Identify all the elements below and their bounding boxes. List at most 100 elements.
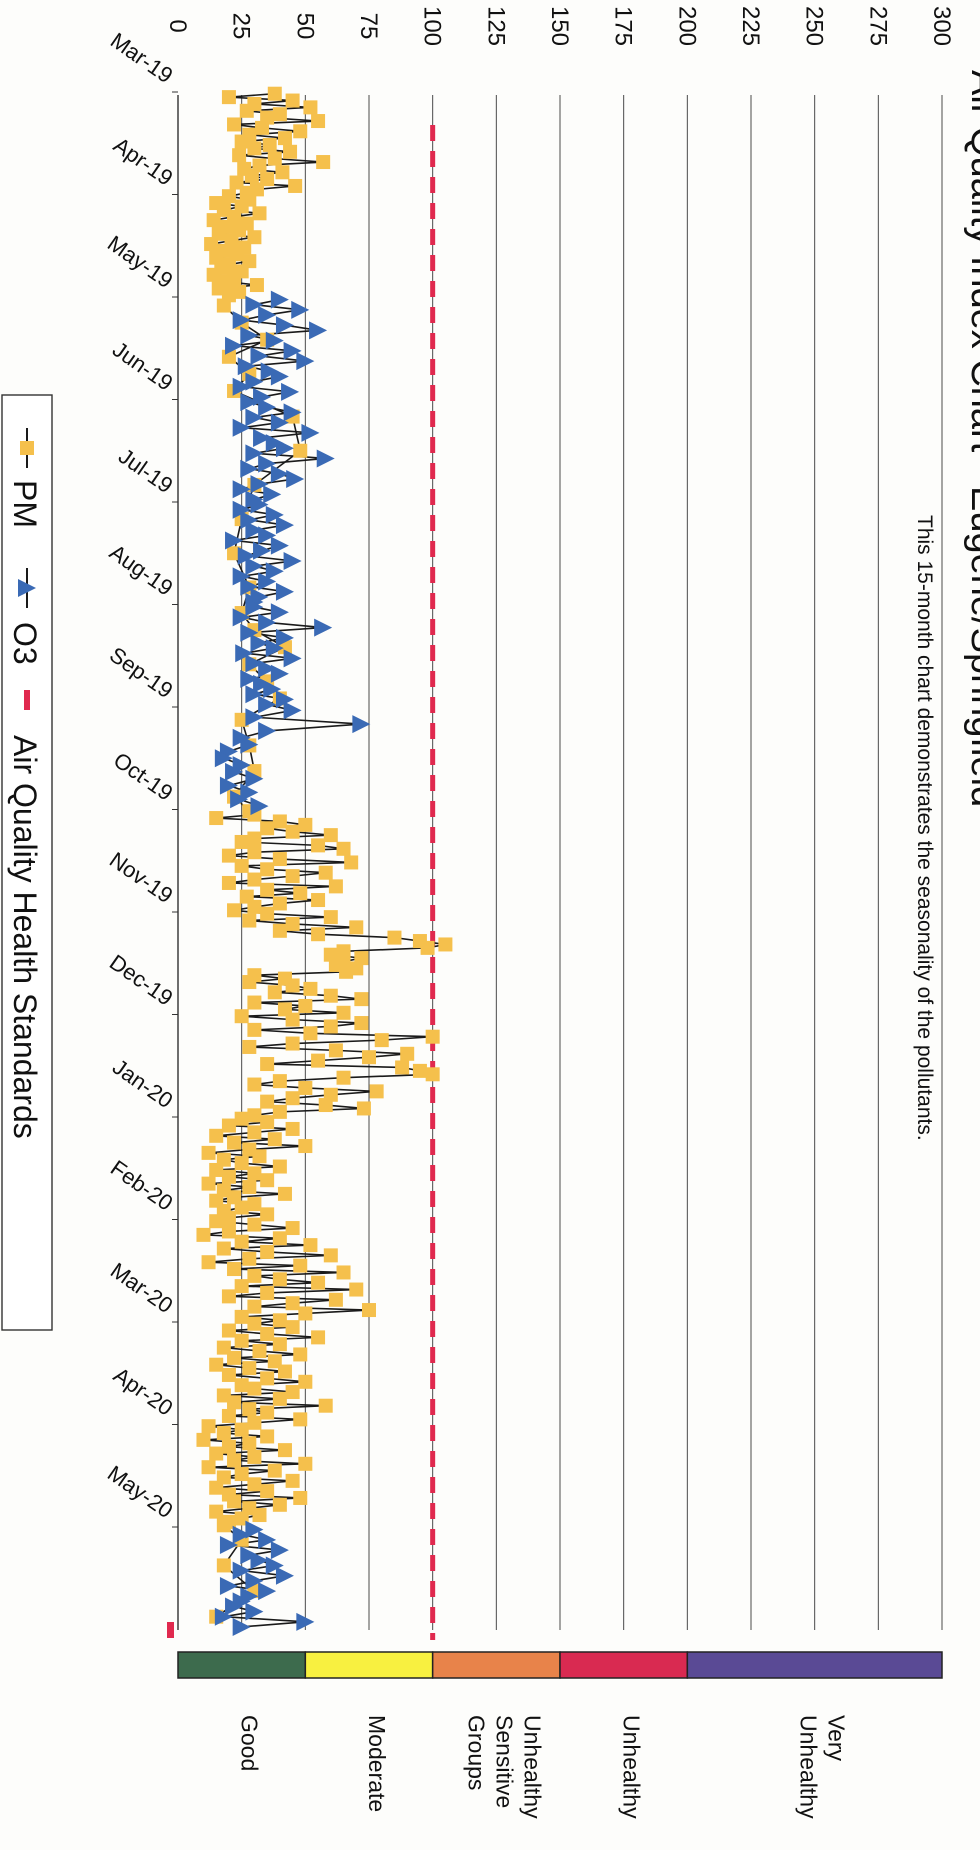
index-tick-label: 300 [928, 6, 955, 46]
o3-point [245, 521, 264, 540]
pm-point [298, 1139, 313, 1154]
pm-point [285, 1121, 300, 1136]
pm-point [425, 1067, 440, 1082]
pm-point [252, 206, 267, 221]
pm-point [247, 1108, 262, 1123]
o3-point [258, 398, 277, 417]
pm-segment [267, 1333, 319, 1339]
o3-point [219, 776, 238, 795]
o3-point [240, 393, 259, 412]
pm-point [221, 1408, 236, 1423]
aqi-band-label: Sensitive [491, 1715, 517, 1808]
aqi-band-label: Unhealthy [519, 1715, 545, 1819]
pm-segment [216, 1134, 275, 1141]
pm-point [285, 1091, 300, 1106]
o3-segment [249, 329, 319, 337]
pm-point [221, 90, 236, 105]
pm-point [227, 1262, 242, 1277]
pm-point [234, 1422, 249, 1437]
pm-point [216, 298, 231, 313]
pm-point [216, 1558, 231, 1573]
pm-point [260, 1173, 275, 1188]
o3-point [225, 762, 244, 781]
pm-segment [254, 103, 311, 109]
o3-point [232, 480, 251, 499]
pm-point [247, 1268, 262, 1283]
pm-point [247, 1166, 262, 1181]
pm-point [374, 1033, 389, 1048]
o3-point [275, 582, 294, 601]
pm-point [272, 1313, 287, 1328]
chart-subtitle: This 15-month chart demonstrates the sea… [913, 515, 936, 1141]
o3-point [283, 403, 302, 422]
pm-point [303, 981, 318, 996]
o3-point [296, 352, 315, 371]
pm-point [328, 1043, 343, 1058]
pm-point [234, 134, 249, 149]
pm-point [272, 923, 287, 938]
pm-point [260, 882, 275, 897]
pm-point [336, 1070, 351, 1085]
pm-point [227, 546, 242, 561]
o3-point [281, 382, 300, 401]
o3-point [283, 341, 302, 360]
o3-point [250, 1551, 269, 1570]
pm-point [234, 834, 249, 849]
pm-point [293, 443, 308, 458]
aqi-band-label-group: Good [237, 1715, 263, 1771]
pm-point [272, 1391, 287, 1406]
o3-point [275, 1566, 294, 1585]
pm-point [285, 824, 300, 839]
legend-pm-label: PM [7, 480, 43, 528]
pm-point [221, 1118, 236, 1133]
pm-point [298, 817, 313, 832]
aqi-band-good [177, 1651, 307, 1679]
pm-point [260, 862, 275, 877]
o3-point [270, 664, 289, 683]
o3-point [258, 659, 277, 678]
pm-point [339, 964, 354, 979]
pm-point [298, 1374, 313, 1389]
legend-standard-marker [24, 690, 30, 710]
pm-segment [254, 970, 347, 977]
index-tick-label: 225 [737, 6, 764, 46]
pm-point [285, 1385, 300, 1400]
pm-point [247, 1299, 262, 1314]
pm-point [234, 1378, 249, 1393]
chart-title: Air Quality Index Chart - Eugene/Springf… [963, 70, 980, 807]
pm-point [244, 168, 259, 183]
o3-point [245, 685, 264, 704]
pm-segment [228, 92, 275, 98]
pm-point [209, 1504, 224, 1519]
o3-point [245, 1520, 264, 1539]
o3-point [352, 715, 371, 734]
pm-point [234, 1009, 249, 1024]
pm-segment [267, 1288, 357, 1294]
pm-segment [233, 1264, 301, 1270]
o3-point [258, 695, 277, 714]
pm-point [272, 1104, 287, 1119]
o3-point [235, 644, 254, 663]
o3-point [270, 290, 289, 309]
pm-point [260, 1484, 275, 1499]
pm-point [247, 872, 262, 887]
pm-point [221, 1224, 236, 1239]
o3-point [245, 372, 264, 391]
index-tick-label: 25 [228, 13, 255, 40]
pm-point [227, 1135, 242, 1150]
pm-point [272, 1159, 287, 1174]
pm-point [303, 1026, 318, 1041]
o3-point [270, 413, 289, 432]
pm-point [221, 189, 236, 204]
pm-segment [274, 157, 324, 163]
pm-segment [233, 1398, 280, 1404]
pm-point [285, 869, 300, 884]
pm-point [262, 137, 277, 152]
pm-segment [343, 947, 428, 953]
o3-point [265, 331, 284, 350]
date-axis-ticks: Mar-19 Apr-19 May-19 Jun-19 Jul-19 Aug-19 Sep-… [103, 28, 178, 1528]
pm-point [227, 1453, 242, 1468]
pm-point [387, 930, 402, 945]
pm-segment [279, 858, 352, 864]
